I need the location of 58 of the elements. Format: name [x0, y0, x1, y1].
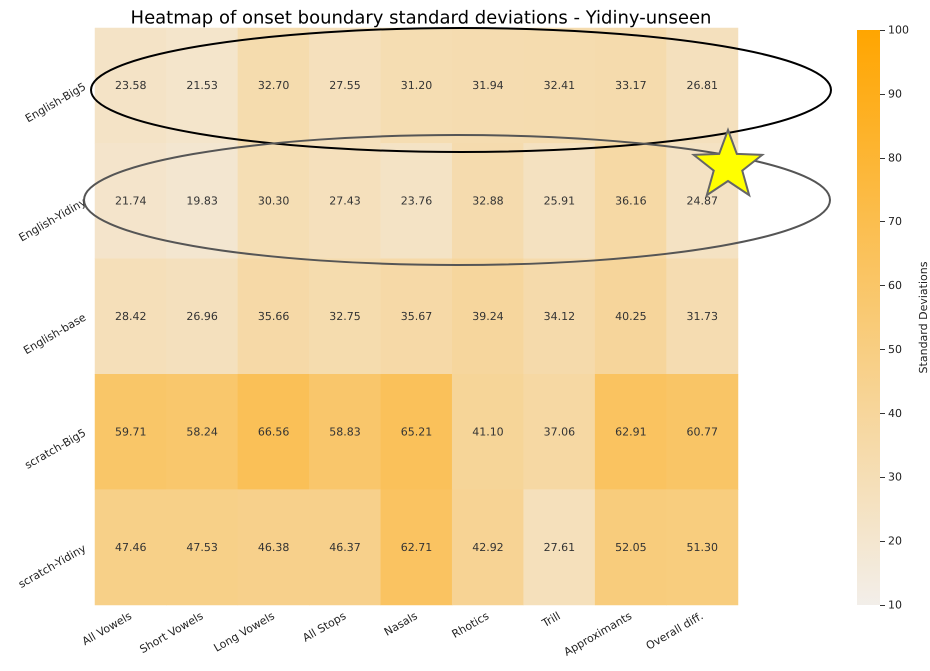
color-bar-label: 10 [888, 598, 902, 612]
color-bar-label: 40 [888, 406, 902, 420]
data-label: 31.20 [400, 79, 432, 92]
data-label: 26.96 [186, 310, 218, 323]
data-label: 27.43 [329, 194, 361, 208]
data-label: 32.41 [544, 79, 576, 92]
color-bar-label: 20 [888, 534, 902, 548]
data-label: 46.37 [329, 540, 361, 554]
data-label: 34.12 [544, 310, 576, 323]
data-label: 27.55 [329, 79, 361, 92]
data-label: 42.92 [472, 540, 504, 554]
data-label: 27.61 [544, 540, 576, 554]
color-bar-label: 70 [888, 215, 902, 228]
data-label: 37.06 [544, 425, 576, 438]
data-label: 31.73 [686, 310, 718, 323]
data-label: 23.76 [400, 194, 432, 208]
color-bar-label: 90 [888, 87, 902, 100]
data-label: 41.10 [472, 425, 504, 438]
data-label: 59.71 [114, 425, 146, 438]
data-label: 19.83 [186, 194, 218, 208]
color-bar-label: 80 [888, 151, 902, 164]
data-label: 32.75 [329, 310, 361, 323]
data-label: 65.21 [400, 425, 432, 438]
data-label: 35.67 [400, 310, 432, 323]
data-label: 58.83 [329, 425, 361, 438]
data-label: 66.56 [258, 425, 290, 438]
data-label: 28.42 [114, 310, 146, 323]
data-label: 46.38 [258, 540, 290, 554]
data-label: 60.77 [686, 425, 718, 438]
color-bar-label: 30 [888, 470, 902, 484]
data-label: 62.91 [615, 425, 647, 438]
data-label: 32.88 [472, 194, 504, 208]
data-label: 25.91 [544, 194, 576, 208]
data-label: 30.30 [258, 194, 290, 208]
data-label: 62.71 [400, 540, 432, 554]
color-bar-label: 60 [888, 279, 902, 292]
data-label: 58.24 [186, 425, 218, 438]
data-label: 21.74 [114, 194, 146, 208]
data-label: 33.17 [615, 79, 647, 92]
data-label: 52.05 [615, 540, 647, 554]
chart-title: Heatmap of onset boundary standard deviations - Yidiny-unseen [130, 8, 712, 28]
x-tick-label: Trill [539, 609, 563, 631]
data-label: 40.25 [615, 310, 647, 323]
data-label: 47.53 [186, 540, 218, 554]
data-label: 35.66 [258, 310, 290, 323]
color-bar-label: 50 [888, 342, 902, 356]
data-label: 39.24 [472, 310, 504, 323]
data-label: 36.16 [615, 194, 647, 208]
color-bar-label: 100 [888, 24, 909, 36]
data-label: 51.30 [686, 540, 718, 554]
data-label: 21.53 [186, 79, 218, 92]
data-label: 24.87 [686, 194, 718, 208]
data-label: 32.70 [258, 79, 290, 92]
data-label: 31.94 [472, 79, 504, 92]
data-label: 26.81 [686, 79, 718, 92]
data-label: 47.46 [114, 540, 146, 554]
data-label: 23.58 [114, 79, 146, 92]
color-bar-title: Standard Deviations [917, 261, 930, 374]
